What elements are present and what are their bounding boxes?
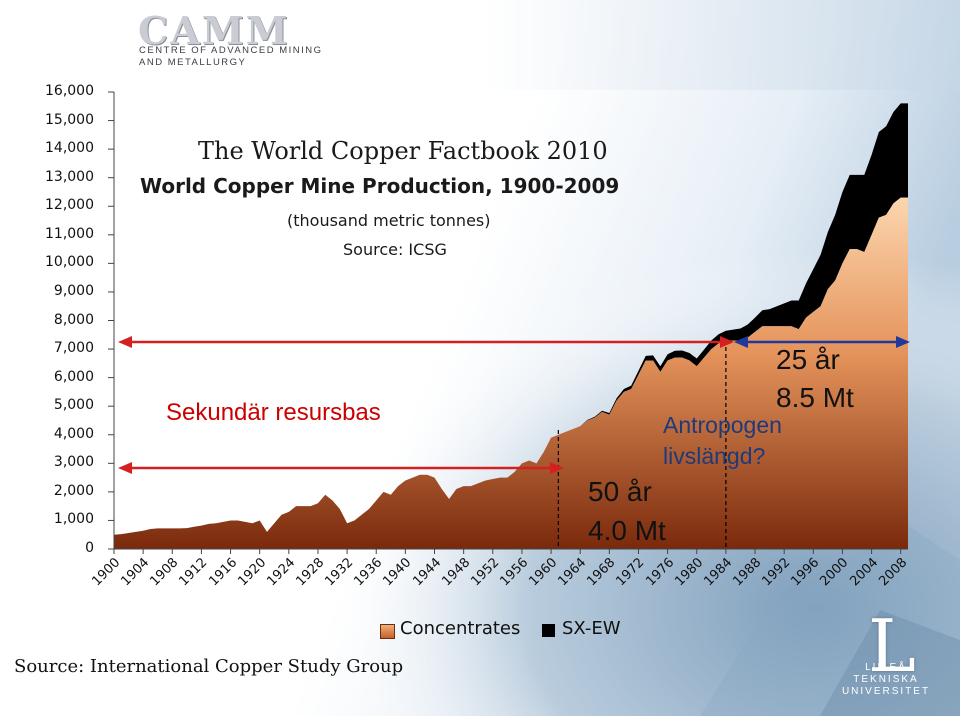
y-tick-label: 13,000	[45, 168, 94, 185]
y-tick-label: 16,000	[45, 83, 94, 99]
annotation-period1-years: 50 år	[588, 476, 652, 507]
y-tick-label: 12,000	[45, 197, 94, 214]
y-tick-label: 14,000	[45, 140, 94, 157]
y-tick-label: 0	[85, 540, 94, 556]
legend-swatch-sx-ew	[542, 624, 555, 637]
y-tick-label: 6,000	[53, 368, 94, 385]
chart-source-note: Source: ICSG	[343, 240, 447, 259]
chart-subtitle: World Copper Mine Production, 1900-2009	[140, 174, 620, 198]
legend-label-sx-ew: SX-EW	[562, 618, 621, 639]
ltu-logo: L LULEÅ TEKNISKA UNIVERSITET	[826, 604, 946, 702]
y-tick-label: 2,000	[53, 482, 94, 499]
annotation-period1-amount: 4.0 Mt	[588, 515, 666, 546]
camm-logo-line2: AND METALLURGY	[139, 57, 247, 68]
arrow-secondary-resource-top	[118, 336, 734, 348]
y-tick-label: 3,000	[53, 454, 94, 471]
chart-units-note: (thousand metric tonnes)	[287, 211, 491, 230]
chart-title: The World Copper Factbook 2010	[198, 137, 608, 165]
arrow-secondary-resource-bottom	[118, 462, 564, 474]
legend-label-concentrates: Concentrates	[400, 618, 521, 639]
ltu-logo-line3: UNIVERSITET	[841, 686, 931, 697]
camm-logo-wordmark: CAMM	[138, 8, 290, 53]
y-tick-label: 10,000	[45, 254, 94, 271]
y-tick-label: 5,000	[53, 397, 94, 414]
ltu-logo-letter: L	[868, 604, 916, 688]
series-area-concentrates	[114, 197, 908, 549]
y-tick-label: 1,000	[53, 511, 94, 528]
y-tick-label: 11,000	[45, 225, 94, 242]
ltu-logo-line2: TEKNISKA	[853, 674, 919, 685]
y-tick-label: 7,000	[53, 340, 94, 357]
arrow-period2	[734, 336, 910, 348]
annotation-period2-years: 25 år	[776, 344, 840, 375]
y-tick-label: 15,000	[45, 111, 94, 128]
annotation-secondary-resource-base: Sekundär resursbas	[166, 399, 381, 426]
y-tick-label: 4,000	[53, 425, 94, 442]
footer-source: Source: International Copper Study Group	[14, 656, 404, 677]
camm-logo-line1: CENTRE OF ADVANCED MINING	[139, 45, 323, 56]
legend-swatch-concentrates	[380, 624, 395, 639]
annotation-question-line2: livslängd?	[663, 443, 766, 469]
ltu-logo-line1: LULEÅ	[865, 662, 907, 673]
y-tick-label: 8,000	[53, 311, 94, 328]
annotation-period2-amount: 8.5 Mt	[776, 382, 854, 413]
y-tick-label: 9,000	[53, 282, 94, 299]
annotation-question-line1: Antropogen	[663, 412, 782, 438]
